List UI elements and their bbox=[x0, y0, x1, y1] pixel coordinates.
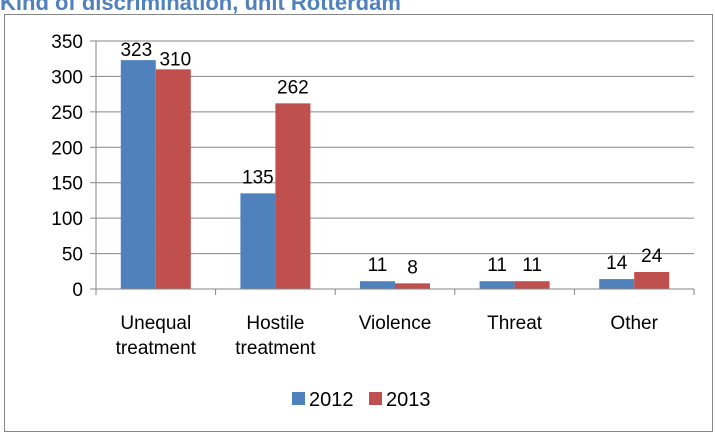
bar bbox=[240, 193, 275, 289]
x-tick-label: treatment bbox=[116, 338, 197, 359]
x-tick-label: treatment bbox=[235, 338, 316, 359]
bar bbox=[121, 60, 156, 289]
data-label: 14 bbox=[606, 253, 628, 274]
bar bbox=[515, 281, 550, 289]
bar bbox=[599, 279, 634, 289]
legend-swatch bbox=[292, 392, 305, 405]
bar-chart: 0 50 100 150 200 250 300 350 Unequal treatment Ho… bbox=[5, 15, 712, 431]
y-tick-label: 350 bbox=[51, 32, 83, 53]
data-label: 8 bbox=[407, 257, 418, 278]
y-tick-label: 0 bbox=[72, 280, 83, 301]
data-label: 11 bbox=[487, 255, 507, 276]
legend: 2012 2013 bbox=[292, 389, 431, 411]
data-label: 11 bbox=[522, 255, 542, 276]
x-tick-label: Other bbox=[610, 313, 658, 334]
x-tick-label: Hostile bbox=[246, 313, 304, 334]
x-tick-labels: Unequal treatment Hostile treatment Violence… bbox=[116, 313, 659, 359]
legend-swatch bbox=[369, 392, 382, 405]
data-label: 262 bbox=[277, 77, 309, 98]
x-tick-label: Threat bbox=[487, 313, 543, 334]
y-tick-labels: 0 50 100 150 200 250 300 350 bbox=[51, 32, 83, 301]
bar bbox=[480, 281, 515, 289]
y-tick-label: 250 bbox=[51, 103, 83, 124]
data-label: 310 bbox=[159, 49, 191, 70]
data-labels: 323 310 135 262 11 8 11 11 14 24 bbox=[120, 40, 662, 278]
y-tick-label: 50 bbox=[62, 245, 83, 266]
bar bbox=[156, 69, 191, 289]
x-tick-label: Unequal bbox=[120, 313, 191, 334]
y-tick-label: 300 bbox=[51, 67, 83, 88]
bar bbox=[360, 281, 395, 289]
chart-title: Kind of discrimination, unit Rotterdam bbox=[0, 0, 715, 14]
y-tick-label: 200 bbox=[51, 138, 83, 159]
chart-frame: 0 50 100 150 200 250 300 350 Unequal treatment Ho… bbox=[4, 14, 713, 432]
bar bbox=[634, 272, 669, 289]
data-label: 11 bbox=[368, 255, 388, 276]
bar bbox=[275, 103, 310, 289]
data-label: 24 bbox=[641, 246, 663, 267]
x-tick-label: Violence bbox=[359, 313, 432, 334]
y-tick-label: 150 bbox=[51, 174, 83, 195]
y-tick-label: 100 bbox=[51, 209, 83, 230]
legend-label: 2012 bbox=[309, 389, 354, 411]
bars bbox=[121, 60, 669, 289]
data-label: 323 bbox=[120, 40, 152, 61]
bar bbox=[395, 283, 430, 289]
legend-label: 2013 bbox=[386, 389, 431, 411]
data-label: 135 bbox=[242, 167, 274, 188]
